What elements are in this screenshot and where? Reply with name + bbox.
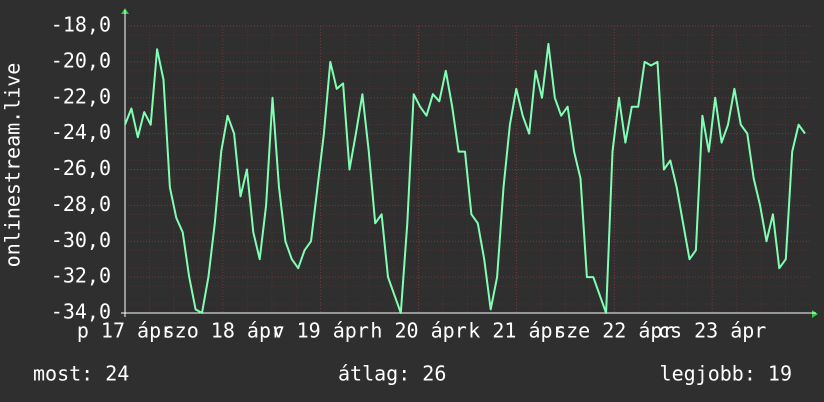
x-tick-label: szo 18 ápr	[163, 319, 283, 343]
x-tick-label: k 21 ápr	[468, 319, 564, 343]
axis-arrow	[812, 310, 818, 318]
y-tick-label: -26,0	[51, 156, 111, 180]
footer-max: legjobb: 19	[660, 362, 792, 386]
footer-average: átlag: 26	[338, 362, 446, 386]
x-tick-label: sze 22 ápr	[554, 319, 674, 343]
y-tick-label: -34,0	[51, 300, 111, 324]
x-tick-label: v 19 ápr	[273, 319, 369, 343]
x-tick-label: h 20 ápr	[370, 319, 466, 343]
footer-current: most: 24	[33, 362, 129, 386]
y-tick-label: -32,0	[51, 264, 111, 288]
x-tick-label: p 17 ápr	[77, 319, 173, 343]
y-tick-label: -18,0	[51, 13, 111, 37]
x-tick-label: cs 23 ápr	[658, 319, 766, 343]
y-axis-label: onlinestream.live	[1, 63, 25, 268]
y-tick-label: -20,0	[51, 48, 111, 72]
y-tick-label: -30,0	[51, 228, 111, 252]
y-tick-label: -22,0	[51, 84, 111, 108]
y-tick-label: -28,0	[51, 192, 111, 216]
y-tick-label: -24,0	[51, 120, 111, 144]
data-line	[124, 42, 806, 314]
